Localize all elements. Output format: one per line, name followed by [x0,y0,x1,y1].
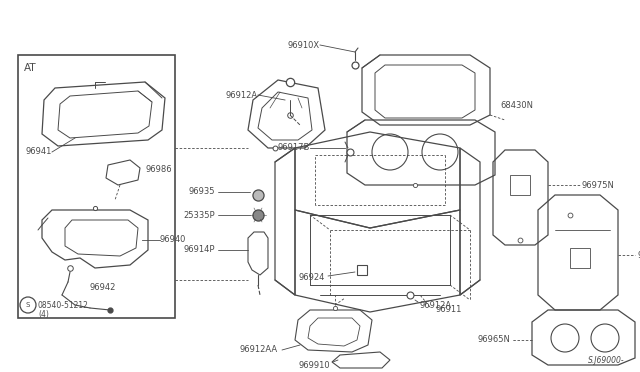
Text: 96975N: 96975N [582,180,615,189]
Text: 08540-51212: 08540-51212 [38,301,89,310]
Text: S: S [26,302,30,308]
Text: 96935: 96935 [189,187,215,196]
Text: 96912AA: 96912AA [240,346,278,355]
Text: 96917B: 96917B [278,144,310,153]
Text: 96965N: 96965N [477,336,510,344]
Text: 96914P: 96914P [184,246,215,254]
Text: 96911: 96911 [435,305,461,314]
Text: 96912A: 96912A [226,90,258,99]
Text: S.J69000-: S.J69000- [588,356,625,365]
Text: (4): (4) [38,311,49,320]
Text: 969910: 969910 [298,360,330,369]
Text: 96986: 96986 [145,166,172,174]
Text: 96942: 96942 [90,283,116,292]
Text: 96940: 96940 [160,235,186,244]
Bar [18,55,175,318]
Text: 96941: 96941 [26,148,52,157]
Text: 96910X: 96910X [288,41,320,49]
Text: 68430N: 68430N [500,100,533,109]
Text: AT: AT [24,63,36,73]
Text: 96912A: 96912A [420,301,452,310]
Text: 96921: 96921 [637,250,640,260]
Text: 25335P: 25335P [184,211,215,219]
Text: 96924: 96924 [299,273,325,282]
